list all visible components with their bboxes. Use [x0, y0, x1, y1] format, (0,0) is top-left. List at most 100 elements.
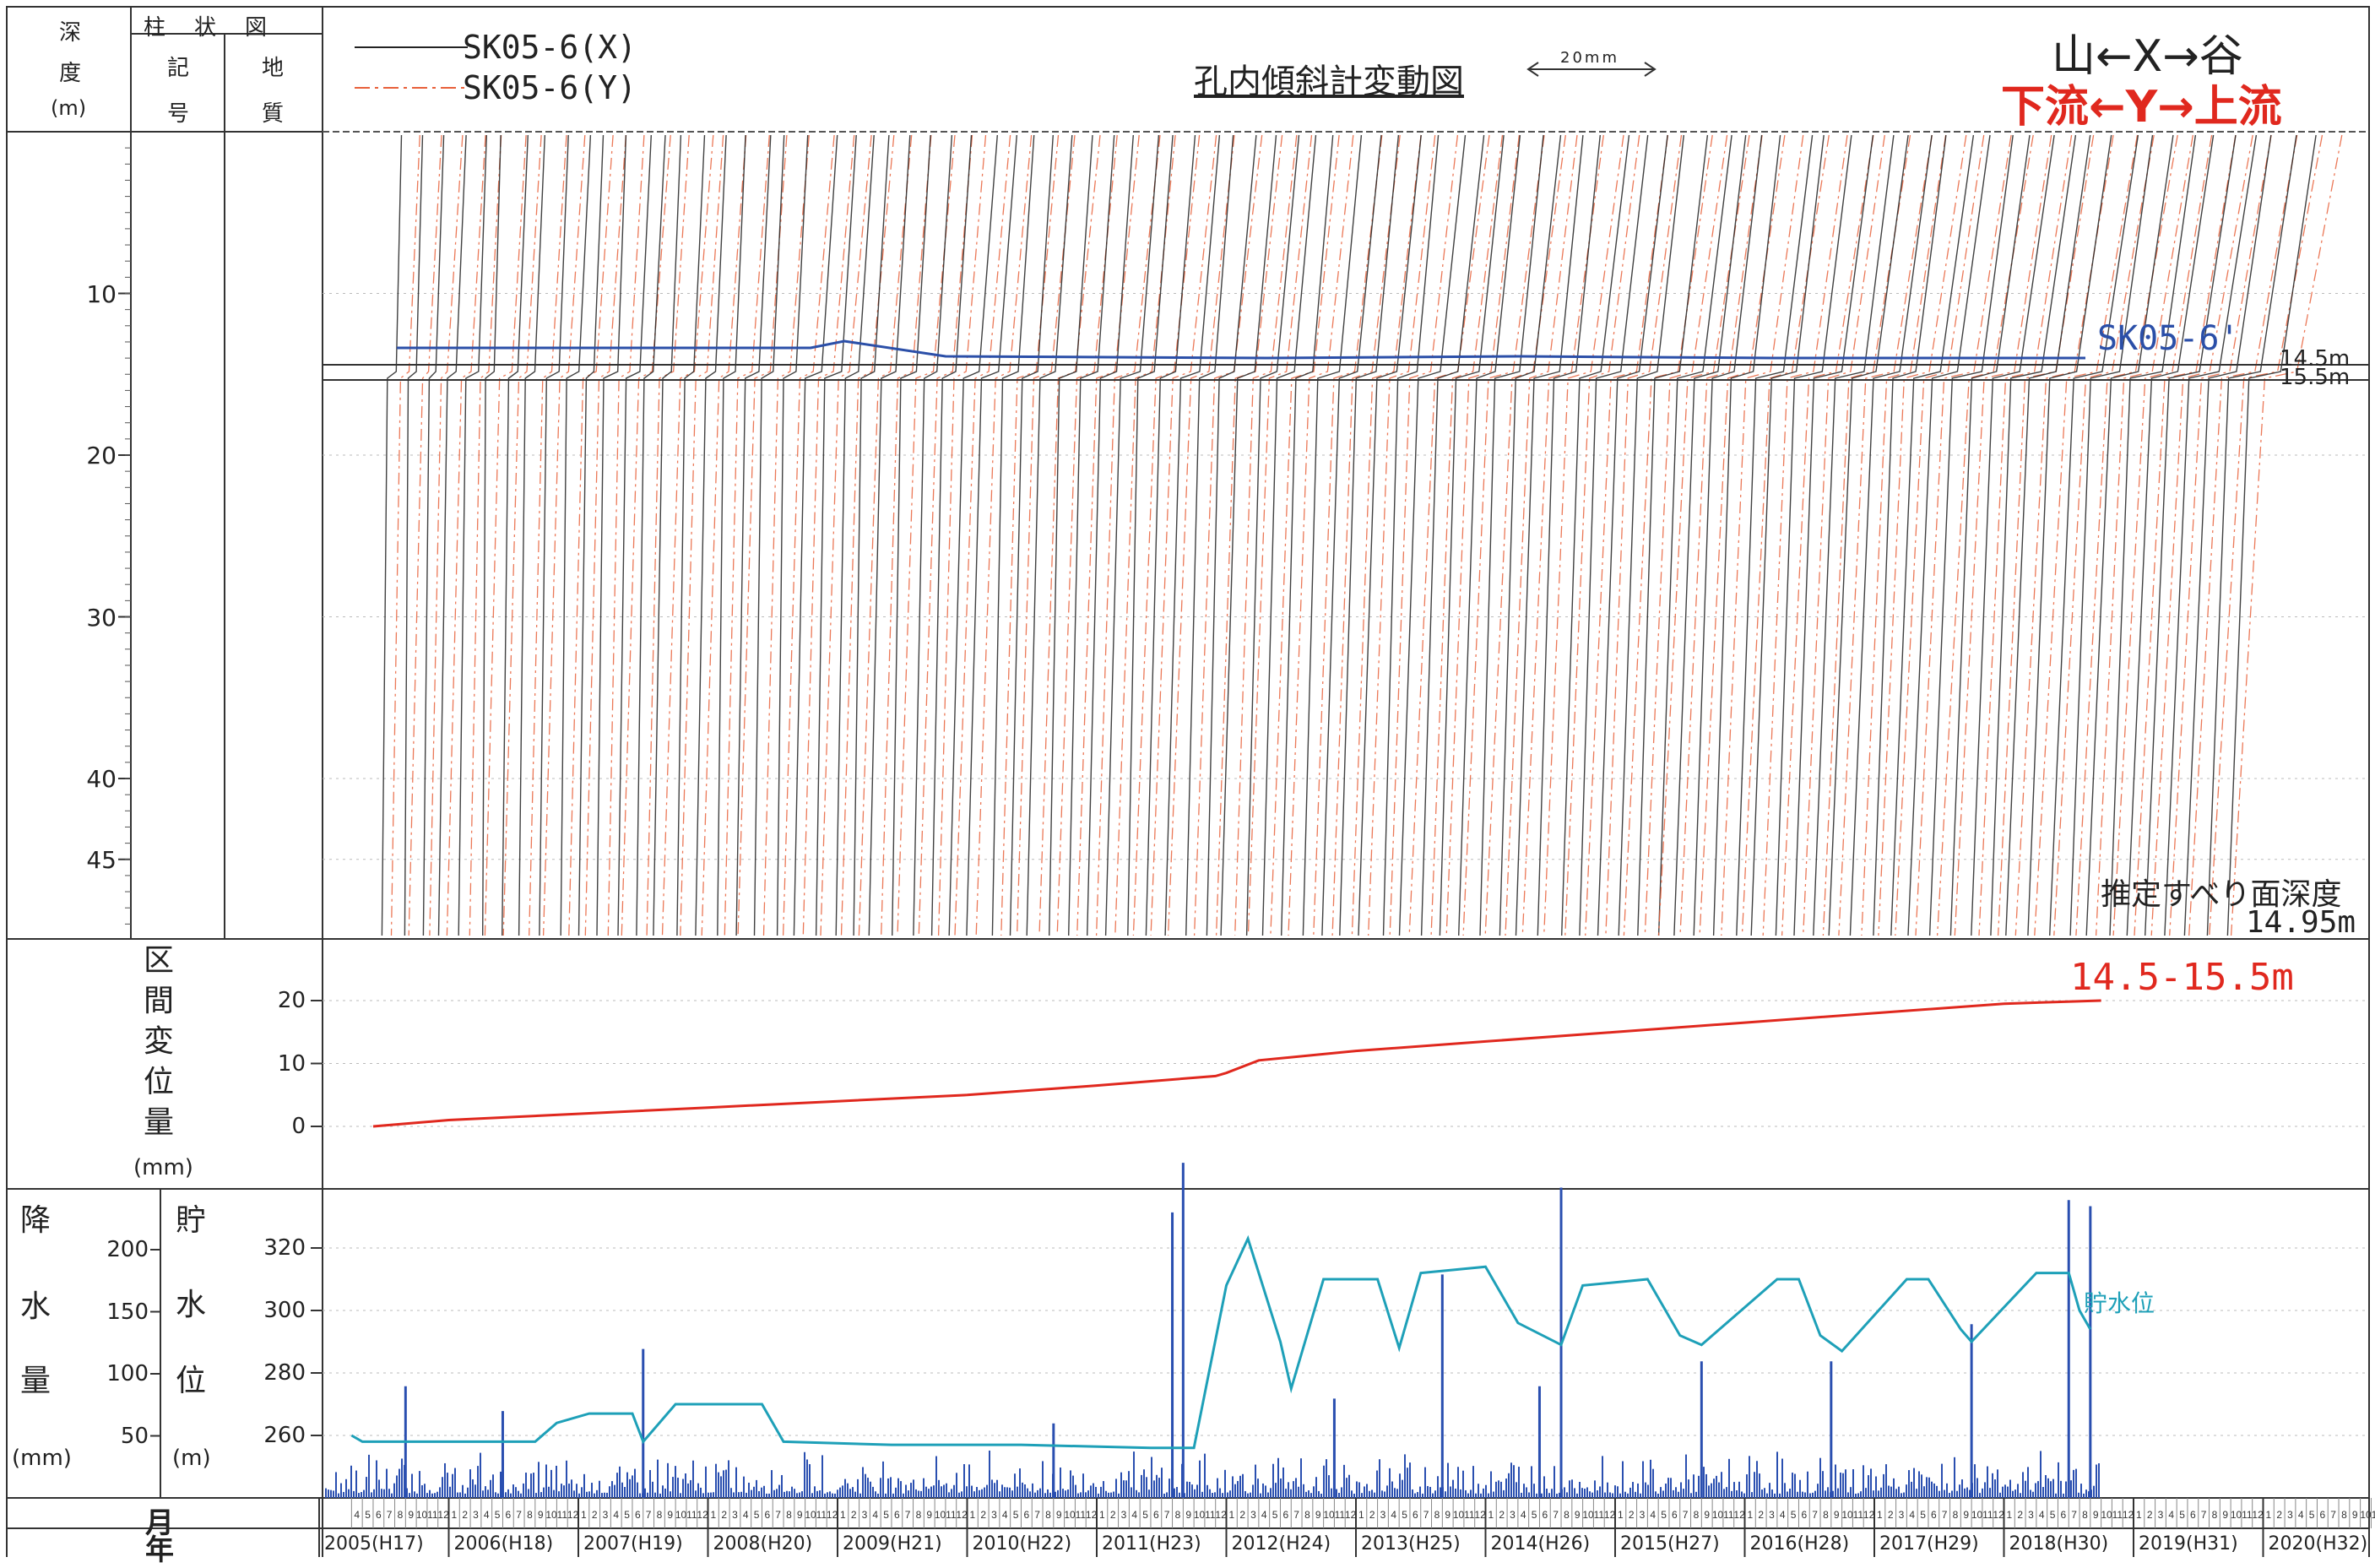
month-label: 10	[1582, 1509, 1594, 1521]
y-curve	[2075, 134, 2178, 936]
month-label: 2	[980, 1509, 986, 1521]
x-curve	[776, 134, 809, 936]
month-label: 2	[1239, 1509, 1245, 1521]
x-curve	[1579, 134, 1649, 936]
y-curve	[701, 134, 747, 936]
rain-tick-label: 100	[106, 1361, 149, 1386]
month-label: 9	[1445, 1509, 1450, 1521]
month-label: 12	[1733, 1509, 1745, 1521]
month-label: 9	[2222, 1509, 2228, 1521]
x-curve	[1693, 134, 1763, 936]
year-label: 2013(H25)	[1361, 1533, 1461, 1554]
y-curve	[762, 134, 810, 936]
month-label: 10	[675, 1509, 687, 1521]
geology-header-1: 地	[262, 56, 285, 81]
x-curve	[835, 134, 875, 936]
x-curve	[1597, 134, 1668, 936]
x-curve	[404, 134, 424, 936]
x-curve	[1458, 134, 1521, 936]
month-label: 10	[805, 1509, 816, 1521]
depth-tick-label: 20	[86, 442, 117, 469]
month-label: 12	[827, 1509, 838, 1521]
y-curve	[1721, 134, 1804, 936]
x-curve	[2085, 134, 2174, 936]
water-ylabel-1: 貯	[176, 1203, 207, 1238]
month-label: 8	[2341, 1509, 2347, 1521]
rain-tick-label: 200	[106, 1237, 149, 1262]
y-curve	[918, 134, 973, 936]
x-curve	[2049, 134, 2139, 936]
x-curve	[1657, 134, 1732, 936]
month-label: 11	[1464, 1509, 1475, 1521]
y-curve	[1585, 134, 1669, 936]
month-label: 5	[365, 1509, 371, 1521]
month-label: 6	[765, 1509, 771, 1521]
month-label: 10	[2231, 1509, 2242, 1521]
month-label: 12	[697, 1509, 708, 1521]
month-label: 3	[732, 1509, 738, 1521]
month-label: 7	[2071, 1509, 2077, 1521]
mid-ylabel-4: 位	[144, 1065, 175, 1099]
month-label: 8	[1564, 1509, 1570, 1521]
x-curve	[868, 134, 911, 936]
y-curve	[858, 134, 913, 936]
y-curve	[2053, 134, 2155, 936]
month-label: 12	[2123, 1509, 2134, 1521]
month-label: 5	[624, 1509, 630, 1521]
month-label: 5	[1013, 1509, 1019, 1521]
legend-y-label: SK05-6(Y)	[463, 69, 637, 106]
x-curve	[2069, 134, 2154, 936]
month-label: 7	[1164, 1509, 1170, 1521]
y-curve	[2095, 134, 2194, 936]
x-curve	[539, 134, 569, 936]
x-curve	[482, 134, 502, 936]
depth-gridlines	[118, 147, 2369, 925]
x-curve	[1873, 134, 1947, 936]
month-label: 4	[2298, 1509, 2304, 1521]
month-label: 10	[935, 1509, 946, 1521]
y-curve	[1270, 134, 1340, 936]
month-label: 11	[1853, 1509, 1864, 1521]
y-curve	[1445, 134, 1521, 936]
x-curve	[2109, 134, 2197, 936]
x-curve	[1537, 134, 1601, 936]
y-curve	[1408, 134, 1490, 936]
y-curve	[2134, 134, 2237, 936]
month-label: 3	[1121, 1509, 1127, 1521]
month-label: 12	[1993, 1509, 2004, 1521]
x-curve	[636, 134, 666, 936]
y-curve	[1895, 134, 1985, 936]
month-label: 1	[2266, 1509, 2272, 1521]
month-label: 6	[1153, 1509, 1159, 1521]
x-curve	[437, 134, 467, 936]
x-curve	[560, 134, 592, 936]
x-curve	[1928, 134, 2014, 936]
water-tick-label: 280	[263, 1360, 306, 1386]
y-curve	[2034, 134, 2139, 936]
x-curve	[676, 134, 706, 936]
y-curve	[1095, 134, 1161, 936]
y-curve	[2230, 134, 2343, 936]
x-curve	[1673, 134, 1747, 936]
month-label: 12	[2252, 1509, 2264, 1521]
month-label: 4	[1650, 1509, 1656, 1521]
month-label: 4	[2039, 1509, 2045, 1521]
month-label: 2	[1369, 1509, 1375, 1521]
month-label: 10	[1971, 1509, 1983, 1521]
y-curve	[680, 134, 724, 936]
month-label: 5	[495, 1509, 501, 1521]
chart-title: 孔内傾斜計変動図	[1194, 62, 1464, 101]
outer-frame	[6, 6, 2370, 1557]
y-curve	[469, 134, 502, 936]
month-label: 2	[851, 1509, 857, 1521]
x-curve	[1281, 134, 1334, 936]
y-curve	[782, 134, 835, 936]
x-curve	[1185, 134, 1234, 936]
y-curve	[1915, 134, 2012, 936]
month-label: 7	[2330, 1509, 2336, 1521]
x-curve	[717, 134, 746, 936]
month-label: 6	[2190, 1509, 2196, 1521]
rain-tick-label: 150	[106, 1299, 149, 1325]
water-ylabel-2: 水	[176, 1288, 207, 1322]
